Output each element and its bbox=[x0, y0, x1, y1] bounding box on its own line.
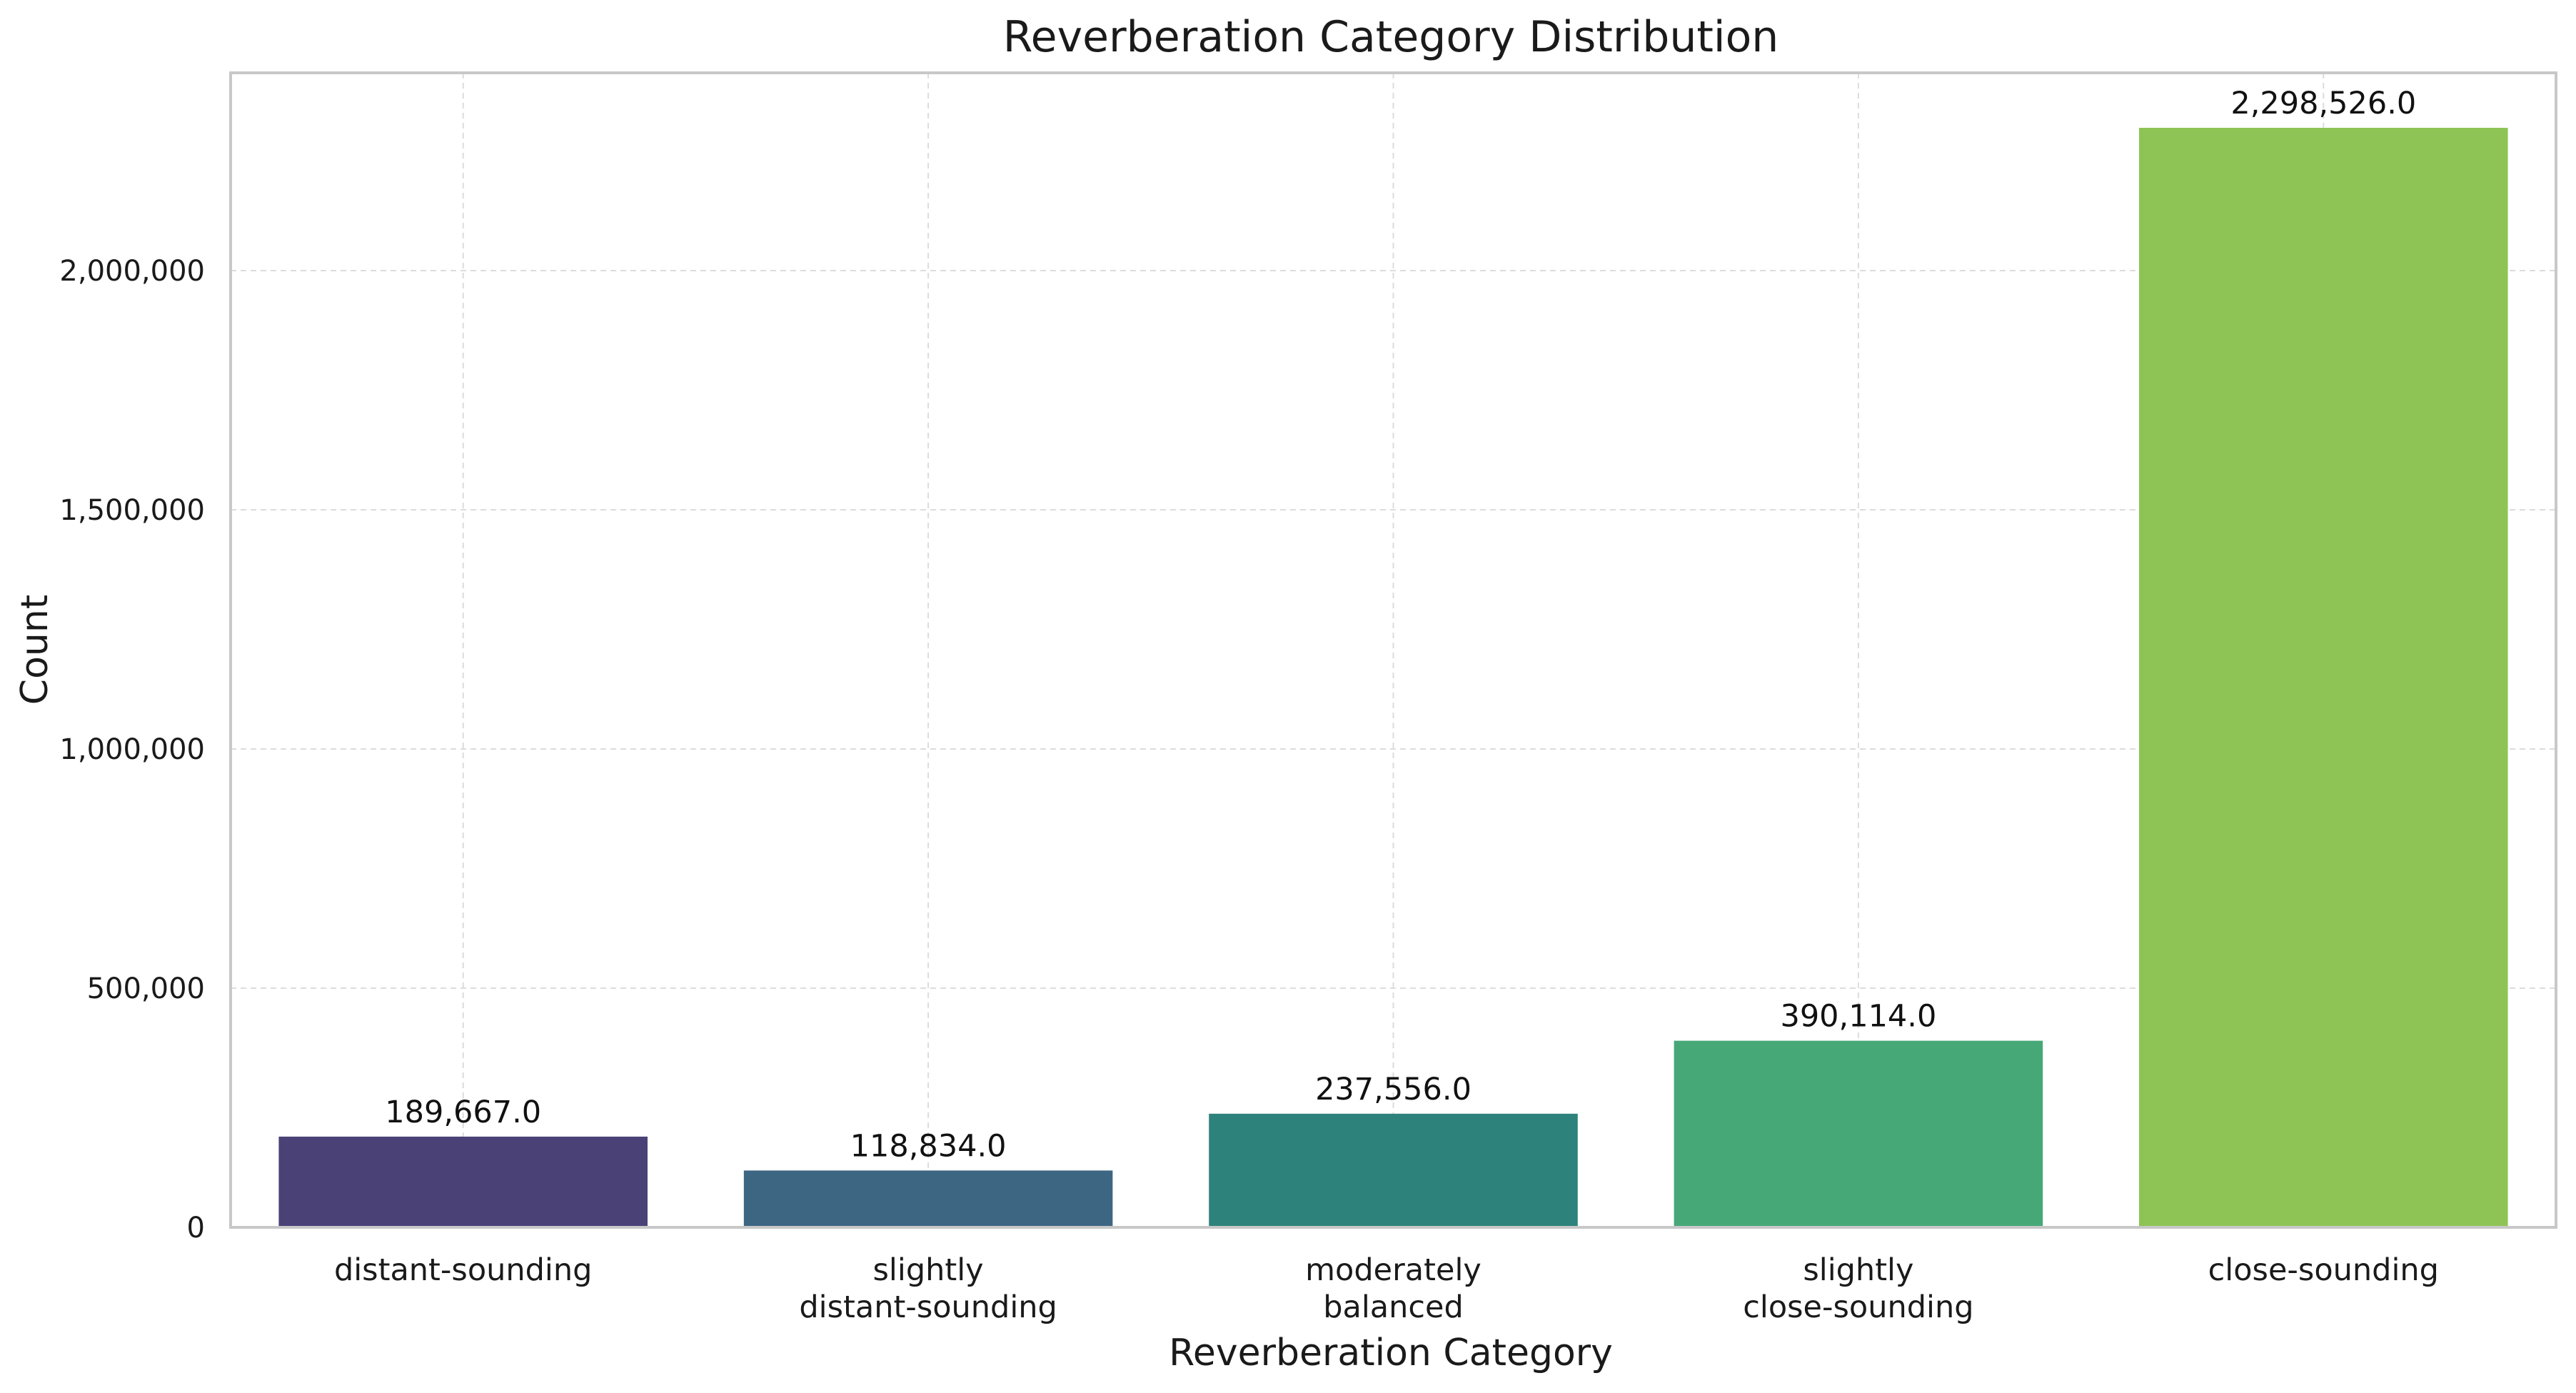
x-tick-label: close-sounding bbox=[1743, 1289, 1973, 1325]
y-tick-label: 2,000,000 bbox=[59, 255, 205, 288]
bar-value-label: 118,834.0 bbox=[850, 1128, 1007, 1164]
y-tick-label: 1,000,000 bbox=[59, 733, 205, 766]
x-tick-label: slightly bbox=[873, 1252, 984, 1288]
x-tick-label: balanced bbox=[1323, 1289, 1464, 1325]
y-tick-label: 1,500,000 bbox=[59, 494, 205, 527]
bar bbox=[1674, 1040, 2043, 1227]
bar-value-label: 189,667.0 bbox=[385, 1095, 541, 1130]
chart-title: Reverberation Category Distribution bbox=[1003, 12, 1779, 62]
plot-frame bbox=[229, 71, 2557, 1229]
x-tick-label: distant-sounding bbox=[334, 1252, 593, 1288]
y-tick-label: 0 bbox=[187, 1212, 205, 1244]
bar-value-label: 2,298,526.0 bbox=[2230, 86, 2416, 121]
y-axis-label: Count bbox=[14, 595, 56, 705]
bar bbox=[743, 1170, 1113, 1227]
bar-value-label: 237,556.0 bbox=[1315, 1072, 1471, 1107]
x-tick-label: close-sounding bbox=[2208, 1252, 2439, 1288]
bar bbox=[2139, 127, 2508, 1228]
x-tick-label: distant-sounding bbox=[799, 1289, 1057, 1325]
bar bbox=[278, 1136, 648, 1227]
bar-value-labels: 189,667.0 118,834.0 237,556.0 390,114.0 2,29… bbox=[385, 86, 2416, 1164]
x-tick-labels: distant-sounding slightlydistant-sounding… bbox=[334, 1252, 2439, 1325]
x-axis-label: Reverberation Category bbox=[1169, 1332, 1613, 1374]
bar bbox=[1209, 1113, 1578, 1227]
bars bbox=[278, 127, 2508, 1228]
y-tick-label: 500,000 bbox=[87, 972, 205, 1005]
x-tick-label: slightly bbox=[1803, 1252, 1913, 1288]
y-tick-labels: 0 500,000 1,000,000 1,500,000 2,000,000 bbox=[59, 255, 205, 1244]
bar-value-label: 390,114.0 bbox=[1780, 999, 1936, 1035]
x-tick-label: moderately bbox=[1305, 1252, 1481, 1288]
